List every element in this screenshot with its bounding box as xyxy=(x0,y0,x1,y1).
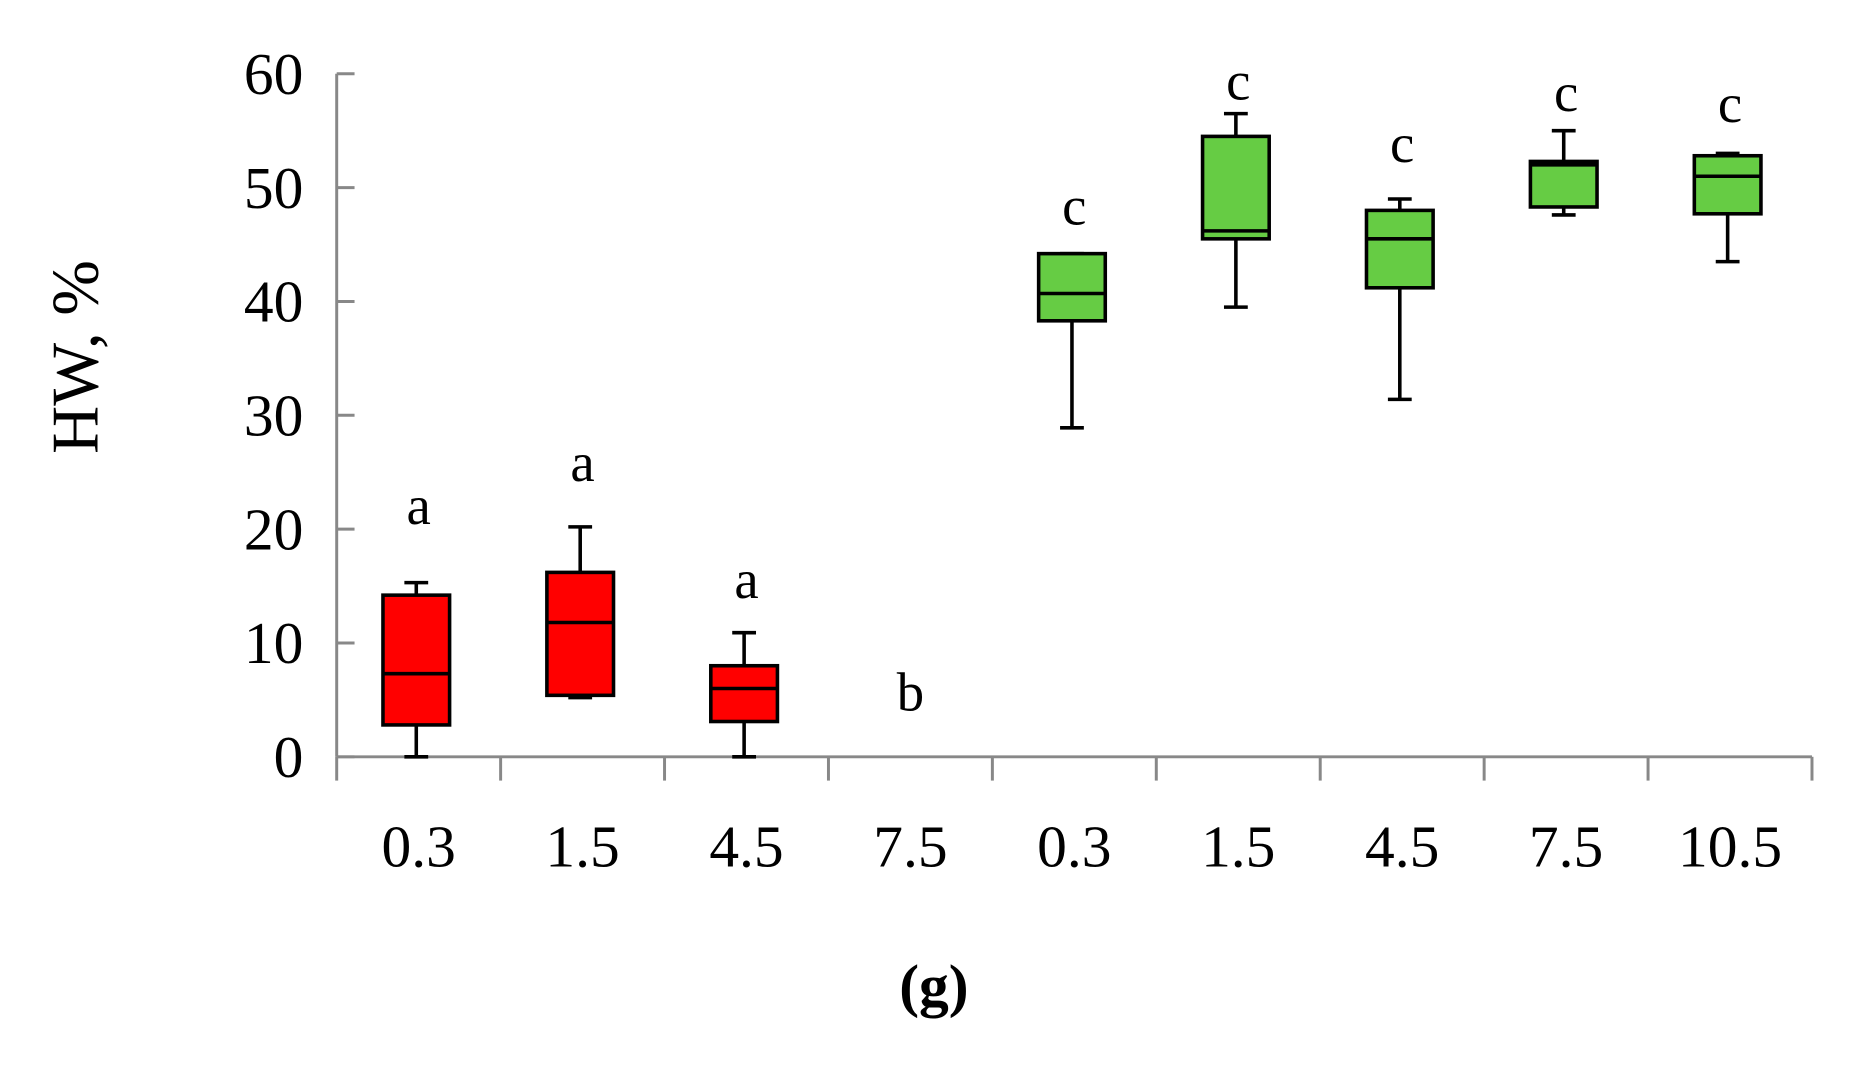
box-5: c xyxy=(1036,176,1108,430)
x-tick-label: 0.3 xyxy=(1037,813,1111,879)
y-tick-label: 50 xyxy=(244,155,303,221)
box-body xyxy=(545,570,616,698)
x-tick-label: 7.5 xyxy=(1529,813,1603,879)
axes: 0 10 20 30 40 50 60 0.3 1.5 4.5 7.5 0.3 1.5 4.5 7.5 10.… xyxy=(244,41,1814,879)
significance-letter: b xyxy=(897,662,924,723)
box-9: c xyxy=(1692,73,1763,264)
significance-letter: c xyxy=(1226,50,1250,111)
y-tick-label: 0 xyxy=(274,724,304,790)
significance-letter: c xyxy=(1390,113,1414,174)
x-tick-label: 4.5 xyxy=(709,813,783,879)
y-axis-label: HW, % xyxy=(40,260,113,454)
box-2: a xyxy=(545,432,616,700)
significance-letter: c xyxy=(1062,176,1086,237)
box-body xyxy=(381,593,452,727)
x-tick-label: 10.5 xyxy=(1678,813,1782,879)
box-body xyxy=(1200,134,1271,241)
box-body xyxy=(1528,159,1599,209)
significance-letter: a xyxy=(734,549,758,610)
y-tick-label: 40 xyxy=(244,269,303,335)
box-8: c xyxy=(1528,62,1599,217)
x-tick-label: 7.5 xyxy=(873,813,947,879)
significance-letter: a xyxy=(570,432,594,493)
y-tick-label: 20 xyxy=(244,496,303,562)
x-tick-label: 0.3 xyxy=(381,813,455,879)
y-tick-label: 10 xyxy=(244,610,303,676)
y-tick-label: 60 xyxy=(244,41,303,107)
y-tick-label: 30 xyxy=(244,383,303,449)
x-tick-label: 1.5 xyxy=(1201,813,1275,879)
box-body xyxy=(1692,153,1763,216)
significance-letter: a xyxy=(407,475,431,536)
significance-letter: c xyxy=(1718,73,1742,134)
box-body xyxy=(709,663,780,724)
box-6: c xyxy=(1200,50,1271,309)
x-tick-label: 4.5 xyxy=(1365,813,1439,879)
box-body xyxy=(1364,208,1435,290)
box-1: a xyxy=(381,475,452,759)
significance-letter: c xyxy=(1554,62,1578,123)
box-body xyxy=(1036,251,1108,323)
x-tick-label: 1.5 xyxy=(545,813,619,879)
box-3: a xyxy=(709,549,780,759)
panel-label: (g) xyxy=(899,952,968,1018)
box-4: b xyxy=(897,662,924,723)
plot-marks: a a a b c c c c c xyxy=(381,50,1763,759)
box-7: c xyxy=(1364,113,1435,402)
